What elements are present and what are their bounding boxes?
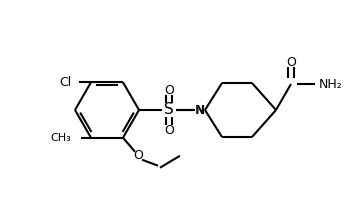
Text: O: O: [133, 149, 143, 162]
Text: O: O: [286, 56, 296, 68]
Text: NH₂: NH₂: [319, 78, 343, 90]
Text: O: O: [164, 124, 174, 136]
Text: N: N: [195, 104, 205, 116]
Text: CH₃: CH₃: [50, 133, 71, 143]
Text: N: N: [194, 104, 204, 116]
Text: O: O: [164, 83, 174, 97]
Text: Cl: Cl: [59, 76, 71, 89]
Text: S: S: [164, 102, 174, 118]
